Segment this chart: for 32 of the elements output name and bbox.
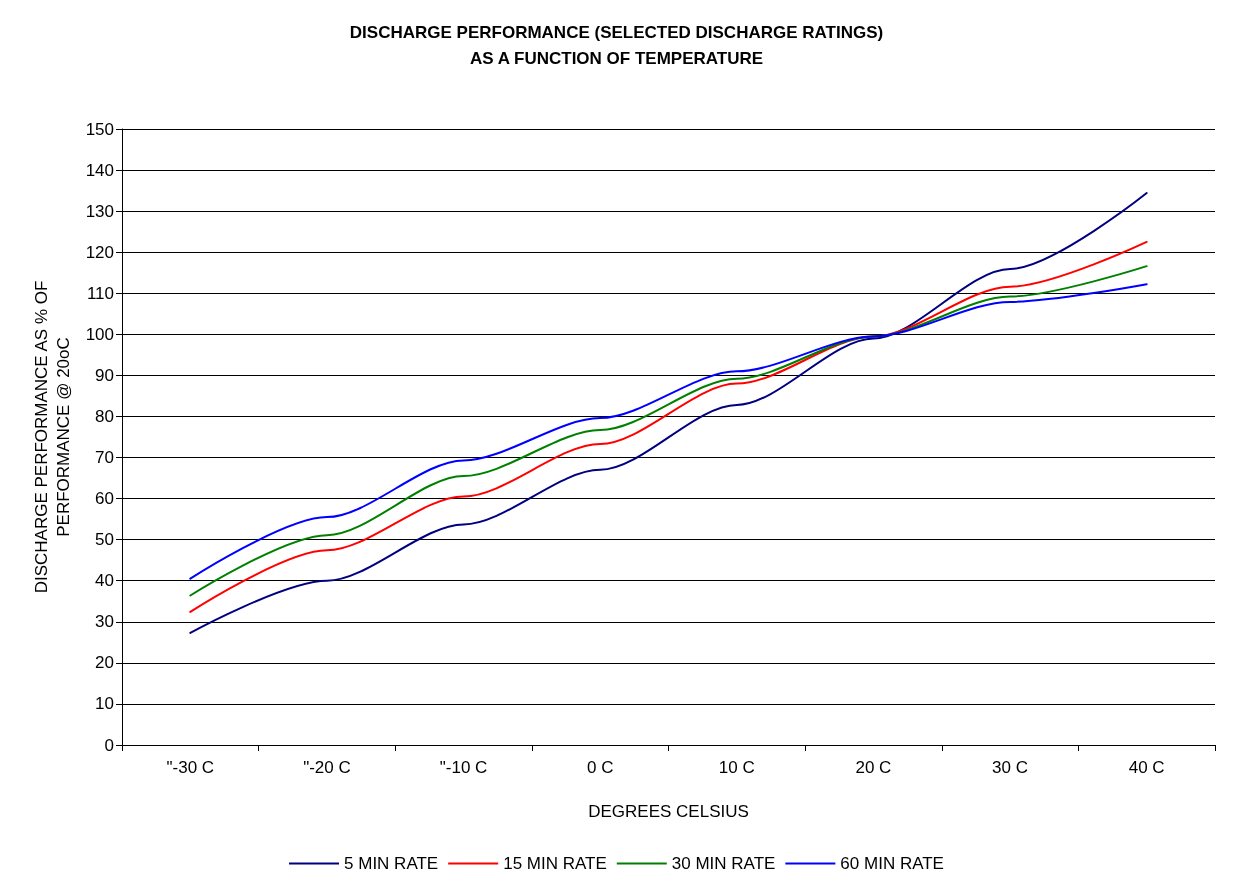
y-tick-label: 30 (95, 612, 114, 632)
y-tick-label: 50 (95, 530, 114, 550)
y-tick-label: 120 (85, 242, 114, 262)
legend-label: 60 MIN RATE (840, 854, 944, 873)
y-tick-label: 70 (95, 448, 114, 468)
x-tick-label: 30 C (992, 758, 1029, 777)
y-tick-label: 110 (86, 283, 114, 303)
y-tick-label: 90 (95, 365, 114, 385)
x-tick-label: 10 C (718, 758, 755, 777)
y-tick-label: 20 (95, 653, 114, 673)
x-tick-label: "-10 C (439, 758, 488, 777)
y-tick-label: 140 (85, 160, 114, 180)
x-tick-label: "-20 C (303, 758, 351, 777)
y-tick-label: 80 (95, 406, 114, 426)
x-tick-label: "-30 C (166, 758, 215, 777)
x-axis-title: DEGREES CELSIUS (588, 802, 749, 821)
y-tick-label: 0 (104, 735, 114, 755)
y-tick-label: 150 (85, 119, 114, 139)
line-series (189, 192, 1148, 634)
y-tick-label: 130 (85, 201, 114, 221)
y-axis-title: DISCHARGE PERFORMANCE AS % OF PERFORMANCE @ 20oC (31, 280, 73, 594)
y-tick-label: 10 (95, 694, 114, 714)
y-tick-label: 60 (95, 489, 114, 509)
chart-title: DISCHARGE PERFORMANCE (SELECTED DISCHARGE RATINGS) AS A FUNCTION OF TEMPERATURE (349, 22, 884, 68)
x-tick-label: 0 C (586, 758, 614, 777)
legend-label: 30 MIN RATE (671, 854, 776, 873)
legend-label: 5 MIN RATE (344, 854, 439, 873)
y-tick-label: 100 (85, 324, 114, 344)
y-tick-label: 40 (95, 571, 114, 591)
x-tick-label: 20 C (855, 758, 892, 777)
x-tick-label: 40 C (1128, 758, 1165, 777)
legend-label: 15 MIN RATE (503, 854, 607, 873)
